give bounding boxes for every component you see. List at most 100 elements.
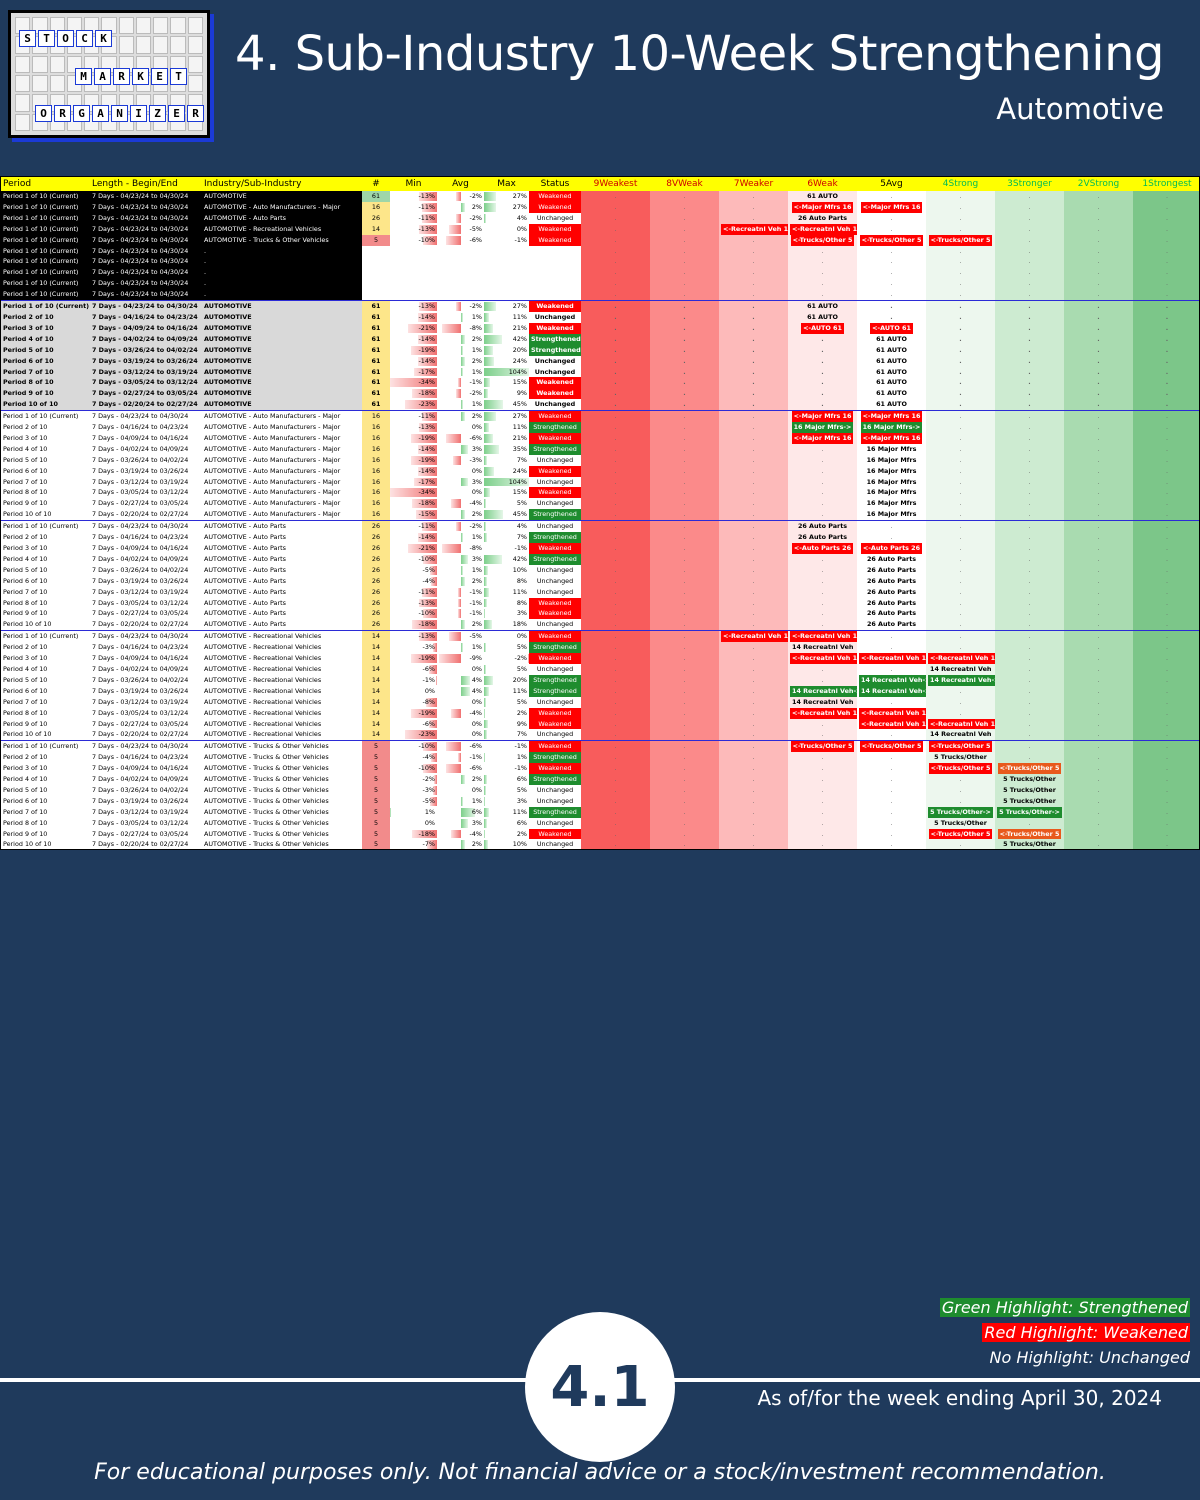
period-cell: Period 1 of 10 (Current) bbox=[1, 223, 90, 235]
industry-cell: AUTOMOTIVE - Trucks & Other Vehicles bbox=[202, 763, 362, 775]
strength-label: <-Trucks/Other 5 bbox=[928, 828, 993, 840]
strength-label: <-Trucks/Other 5 bbox=[859, 741, 924, 753]
value-bar bbox=[431, 753, 437, 763]
placeholder-dot: . bbox=[1097, 323, 1100, 332]
strength-cell-8: . bbox=[650, 663, 719, 675]
strength-cell-7: . bbox=[719, 543, 788, 554]
count-cell: 14 bbox=[362, 696, 390, 708]
industry-cell: AUTOMOTIVE - Auto Parts bbox=[202, 608, 362, 620]
avg-cell: 1% bbox=[437, 345, 484, 356]
strength-cell-3: . bbox=[995, 630, 1064, 643]
placeholder-dot: . bbox=[1165, 433, 1169, 442]
placeholder-dot: . bbox=[821, 829, 824, 838]
strength-cell-7: . bbox=[719, 795, 788, 807]
min-cell: -19% bbox=[390, 455, 437, 466]
max-cell bbox=[484, 289, 529, 300]
value-bar bbox=[484, 796, 486, 806]
value-bar bbox=[484, 389, 488, 399]
strength-label: 26 Auto Parts bbox=[797, 213, 848, 222]
strength-cell-1: . bbox=[1133, 388, 1199, 400]
table-row: Period 1 of 10 (Current) 7 Days - 04/23/2… bbox=[1, 256, 1199, 268]
logo-letter: E bbox=[168, 105, 185, 122]
placeholder-dot: . bbox=[752, 400, 755, 409]
strength-cell-1: . bbox=[1133, 575, 1199, 587]
strength-cell-4: . bbox=[926, 543, 995, 554]
value-text: 2% bbox=[471, 334, 482, 343]
strength-cell-1: . bbox=[1133, 300, 1199, 312]
strength-cell-3: . bbox=[995, 201, 1064, 213]
placeholder-dot: . bbox=[1028, 587, 1031, 596]
strength-cell-5: . bbox=[857, 223, 926, 235]
industry-cell: AUTOMOTIVE - Auto Manufacturers - Major bbox=[202, 422, 362, 433]
value-text: 35% bbox=[512, 444, 527, 453]
value-bar bbox=[427, 840, 437, 849]
placeholder-dot: . bbox=[614, 829, 617, 838]
value-text: 8% bbox=[516, 576, 527, 585]
industry-cell: AUTOMOTIVE - Recreational Vehicles bbox=[202, 718, 362, 730]
value-text: -21% bbox=[418, 323, 435, 332]
strength-cell-2: . bbox=[1064, 377, 1133, 389]
strength-cell-7: . bbox=[719, 619, 788, 631]
placeholder-dot: . bbox=[752, 609, 755, 618]
max-cell: 0% bbox=[484, 630, 529, 643]
placeholder-dot: . bbox=[614, 598, 617, 607]
placeholder-dot: . bbox=[752, 257, 755, 266]
period-cell: Period 4 of 10 bbox=[1, 333, 90, 345]
value-text: 15% bbox=[512, 378, 527, 387]
strength-cell-7: . bbox=[719, 212, 788, 224]
strength-cell-1: . bbox=[1133, 774, 1199, 785]
count-cell: 61 bbox=[362, 191, 390, 202]
logo-tile bbox=[15, 75, 31, 93]
strength-cell-6: . bbox=[788, 454, 857, 466]
strength-cell-8: . bbox=[650, 377, 719, 389]
placeholder-dot: . bbox=[752, 302, 755, 311]
placeholder-dot: . bbox=[683, 587, 686, 596]
placeholder-dot: . bbox=[683, 708, 686, 717]
value-bar bbox=[484, 719, 488, 729]
column-header: 6Weak bbox=[788, 177, 857, 191]
value-text: -1% bbox=[469, 753, 482, 762]
strength-cell-9: . bbox=[581, 476, 650, 488]
status-cell: Unchanged bbox=[536, 455, 574, 464]
strength-label: 61 AUTO bbox=[876, 334, 907, 343]
logo-letter: A bbox=[92, 105, 109, 122]
strength-cell-8: . bbox=[650, 718, 719, 730]
strength-cell-1: . bbox=[1133, 543, 1199, 554]
value-text: 2% bbox=[471, 576, 482, 585]
period-cell: Period 5 of 10 bbox=[1, 564, 90, 576]
strength-cell-9: . bbox=[581, 828, 650, 840]
placeholder-dot: . bbox=[959, 775, 962, 784]
strength-cell-1: . bbox=[1133, 597, 1199, 609]
strength-cell-4: . bbox=[926, 509, 995, 521]
table-row: Period 1 of 10 (Current) 7 Days - 04/23/2… bbox=[1, 520, 1199, 533]
industry-cell: AUTOMOTIVE bbox=[202, 311, 362, 323]
strength-cell-5: <-Major Mfrs 16 bbox=[857, 432, 926, 444]
strength-cell-3: . bbox=[995, 278, 1064, 290]
strength-cell-1: . bbox=[1133, 454, 1199, 466]
strength-cell-2: . bbox=[1064, 355, 1133, 367]
strength-cell-7: . bbox=[719, 774, 788, 785]
industry-cell: AUTOMOTIVE - Auto Manufacturers - Major bbox=[202, 487, 362, 499]
table-row: Period 1 of 10 (Current) 7 Days - 04/23/2… bbox=[1, 300, 1199, 312]
min-cell: -10% bbox=[390, 554, 437, 565]
value-bar bbox=[421, 202, 437, 212]
placeholder-dot: . bbox=[1028, 719, 1031, 728]
column-header: 4Strong bbox=[926, 177, 995, 191]
value-bar bbox=[405, 730, 437, 740]
placeholder-dot: . bbox=[959, 202, 962, 211]
logo-letter: R bbox=[113, 68, 130, 85]
placeholder-dot: . bbox=[683, 632, 686, 641]
placeholder-dot: . bbox=[959, 444, 962, 453]
strength-cell-4: . bbox=[926, 422, 995, 433]
min-cell: 0% bbox=[390, 686, 437, 697]
table-row: Period 1 of 10 (Current) 7 Days - 04/23/2… bbox=[1, 410, 1199, 423]
placeholder-dot: . bbox=[1165, 565, 1169, 574]
value-text: 3% bbox=[471, 554, 482, 563]
length-cell: 7 Days - 04/23/24 to 04/30/24 bbox=[90, 289, 202, 301]
strength-cell-8: . bbox=[650, 532, 719, 543]
value-bar bbox=[423, 554, 437, 564]
value-bar bbox=[453, 455, 461, 465]
placeholder-dot: . bbox=[683, 488, 686, 497]
placeholder-dot: . bbox=[821, 753, 824, 762]
strength-cell-9: . bbox=[581, 245, 650, 257]
